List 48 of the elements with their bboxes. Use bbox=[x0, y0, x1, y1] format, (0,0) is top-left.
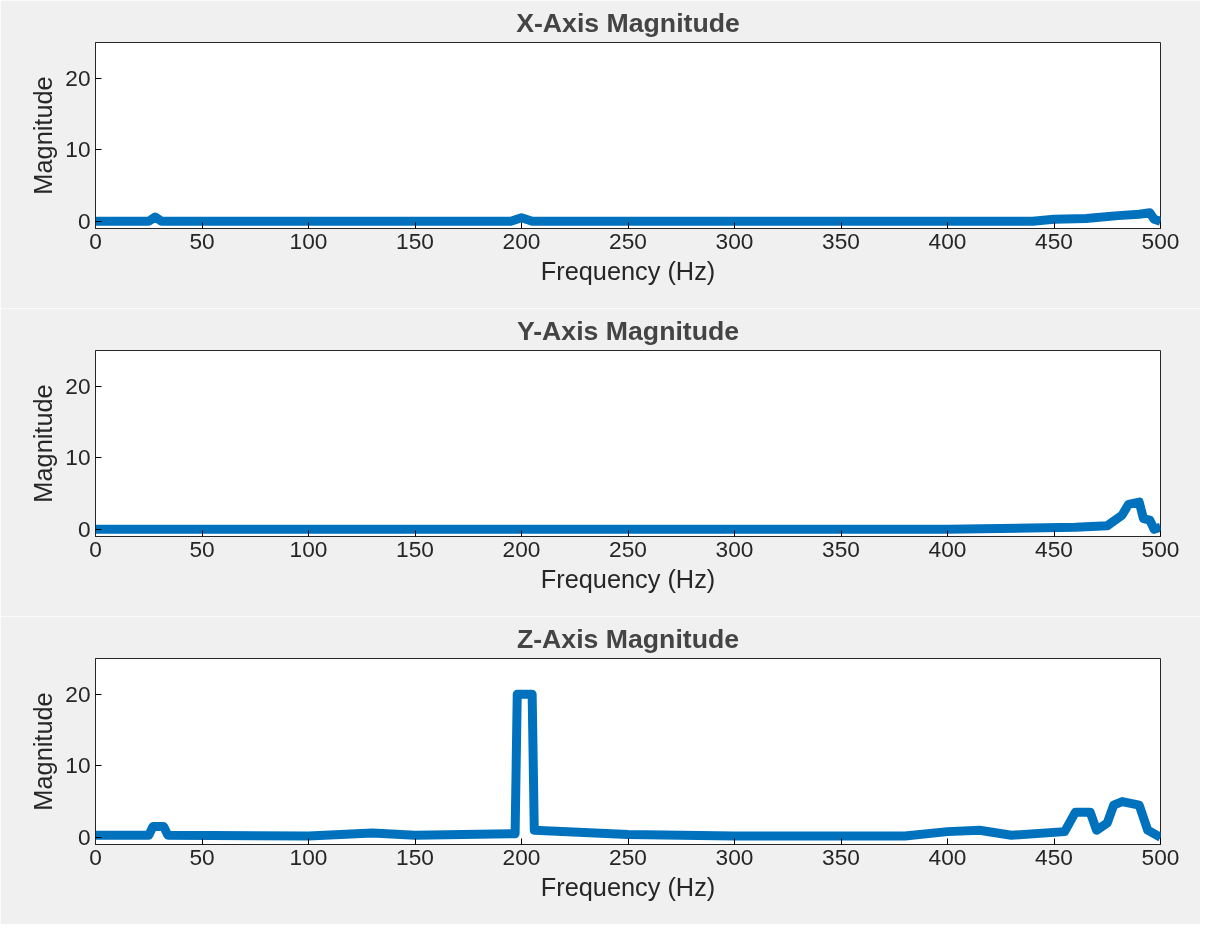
x-tick-label: 450 bbox=[1035, 535, 1073, 562]
x-tick-label: 400 bbox=[928, 535, 967, 562]
x-tick-label: 100 bbox=[289, 843, 328, 870]
x-tick-label: 200 bbox=[502, 535, 541, 562]
y-tick-label: 0 bbox=[77, 207, 91, 234]
x-tick-label: 500 bbox=[1141, 843, 1180, 870]
x-tick-label: 300 bbox=[715, 535, 754, 562]
x-tick-label: 150 bbox=[396, 843, 434, 870]
x-tick-label: 450 bbox=[1035, 227, 1073, 254]
x-tick-label: 350 bbox=[822, 535, 860, 562]
y-tick-label: 0 bbox=[77, 823, 91, 850]
x-tick-label: 350 bbox=[822, 227, 860, 254]
y-tick-label: 10 bbox=[65, 444, 91, 471]
x-tick-label: 200 bbox=[502, 843, 541, 870]
chart-title: X-Axis Magnitude bbox=[516, 7, 740, 38]
y-axis-title: Magnitude bbox=[29, 692, 58, 811]
x-tick-label: 250 bbox=[609, 843, 647, 870]
y-tick-label: 20 bbox=[65, 64, 91, 91]
y-tick-label: 0 bbox=[77, 515, 91, 542]
x-tick-label: 50 bbox=[189, 227, 215, 254]
chart-title: Y-Axis Magnitude bbox=[516, 315, 740, 346]
x-tick-label: 350 bbox=[822, 843, 860, 870]
y-tick-label: 10 bbox=[65, 136, 91, 163]
x-tick-label: 250 bbox=[609, 535, 647, 562]
x-tick-label: 150 bbox=[396, 535, 434, 562]
x-tick-label: 200 bbox=[502, 227, 541, 254]
x-tick-label: 400 bbox=[928, 843, 967, 870]
x-tick-label: 50 bbox=[189, 843, 215, 870]
x-tick-label: 300 bbox=[715, 227, 754, 254]
y-axis-title: Magnitude bbox=[29, 384, 58, 503]
x-tick-label: 50 bbox=[189, 535, 215, 562]
x-axis-title: Frequency (Hz) bbox=[540, 256, 716, 285]
chart-title: Z-Axis Magnitude bbox=[516, 623, 740, 654]
x-tick-label: 100 bbox=[289, 535, 328, 562]
x-tick-label: 100 bbox=[289, 227, 328, 254]
x-axis-title: Frequency (Hz) bbox=[540, 564, 716, 593]
x-tick-label: 300 bbox=[715, 843, 754, 870]
x-tick-label: 450 bbox=[1035, 843, 1073, 870]
x-tick-label: 400 bbox=[928, 227, 967, 254]
y-tick-label: 20 bbox=[65, 680, 91, 707]
x-tick-label: 500 bbox=[1141, 227, 1180, 254]
y-tick-label: 20 bbox=[65, 372, 91, 399]
x-tick-label: 250 bbox=[609, 227, 647, 254]
x-tick-label: 150 bbox=[396, 227, 434, 254]
y-tick-label: 10 bbox=[65, 752, 91, 779]
y-axis-title: Magnitude bbox=[29, 76, 58, 195]
x-axis-title: Frequency (Hz) bbox=[540, 872, 716, 901]
x-tick-label: 500 bbox=[1141, 535, 1180, 562]
